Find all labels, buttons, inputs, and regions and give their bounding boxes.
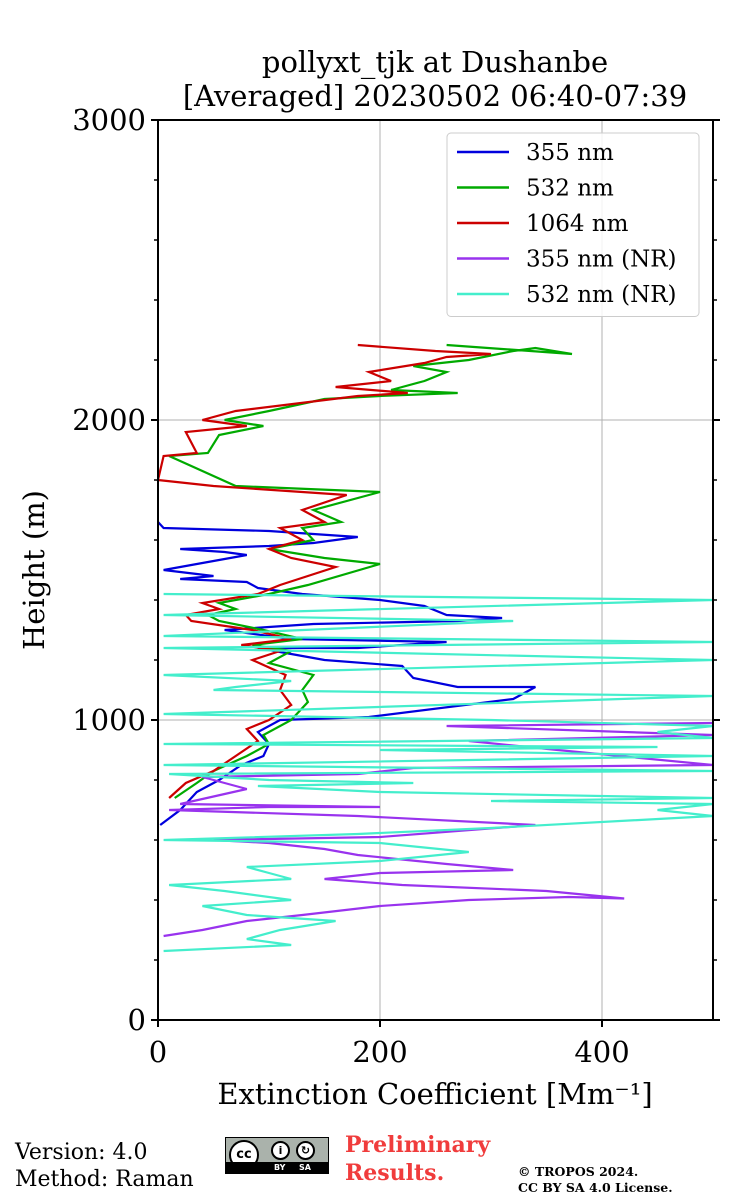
y-tick-label: 0 — [128, 1003, 146, 1037]
series-lines — [156, 343, 714, 953]
chart-subtitle: [Averaged] 20230502 06:40-07:39 — [183, 79, 687, 113]
series-line — [163, 592, 714, 953]
legend-label: 355 nm — [526, 140, 614, 166]
legend-label: 532 nm — [526, 176, 614, 202]
badge-by-label: BY — [274, 1163, 286, 1172]
chart-title: pollyxt_tjk at Dushanbe — [262, 45, 608, 80]
legend-label: 1064 nm — [526, 211, 629, 237]
cc-license-badge: cc i ↻ BY SA — [225, 1137, 329, 1174]
badge-strip — [226, 1162, 328, 1173]
share-alike-icon: ↻ — [296, 1141, 315, 1160]
series-line — [156, 343, 492, 799]
y-tick-label: 3000 — [72, 103, 146, 137]
x-tick-label: 0 — [149, 1035, 167, 1069]
method-text: Method: Raman — [15, 1167, 194, 1192]
attribution-icon: i — [271, 1141, 290, 1160]
x-tick-label: 400 — [574, 1035, 629, 1069]
badge-sa-label: SA — [299, 1163, 311, 1172]
series-line — [157, 521, 536, 826]
copyright-notice: © TROPOS 2024. CC BY SA 4.0 License. — [518, 1164, 673, 1196]
legend-label: 355 nm (NR) — [526, 247, 677, 273]
preliminary-line-2: Results. — [345, 1160, 445, 1186]
legend: 355 nm 532 nm 1064 nm 355 nm (NR) 532 nm (NR… — [446, 132, 700, 317]
y-tick-label: 1000 — [72, 703, 146, 737]
y-tick-label: 2000 — [72, 403, 146, 437]
legend-label: 532 nm (NR) — [526, 282, 677, 308]
version-text: Version: 4.0 — [15, 1140, 148, 1165]
x-axis-label: Extinction Coefficient [Mm⁻¹] — [217, 1077, 652, 1111]
extinction-profile-chart: pollyxt_tjk at Dushanbe [Averaged] 20230… — [17, 45, 720, 1111]
y-axis-label: Height (m) — [17, 490, 51, 650]
preliminary-line-1: Preliminary — [345, 1132, 491, 1158]
plot-frame — [157, 119, 714, 1021]
copyright-line-1: © TROPOS 2024. — [518, 1164, 639, 1179]
x-tick-label: 200 — [352, 1035, 407, 1069]
legend-box — [446, 132, 700, 317]
copyright-line-2: CC BY SA 4.0 License. — [518, 1180, 673, 1195]
preliminary-notice: Preliminary Results. — [345, 1131, 490, 1187]
axis-ticks: 0 1000 2000 3000 0 200 400 — [72, 103, 720, 1069]
